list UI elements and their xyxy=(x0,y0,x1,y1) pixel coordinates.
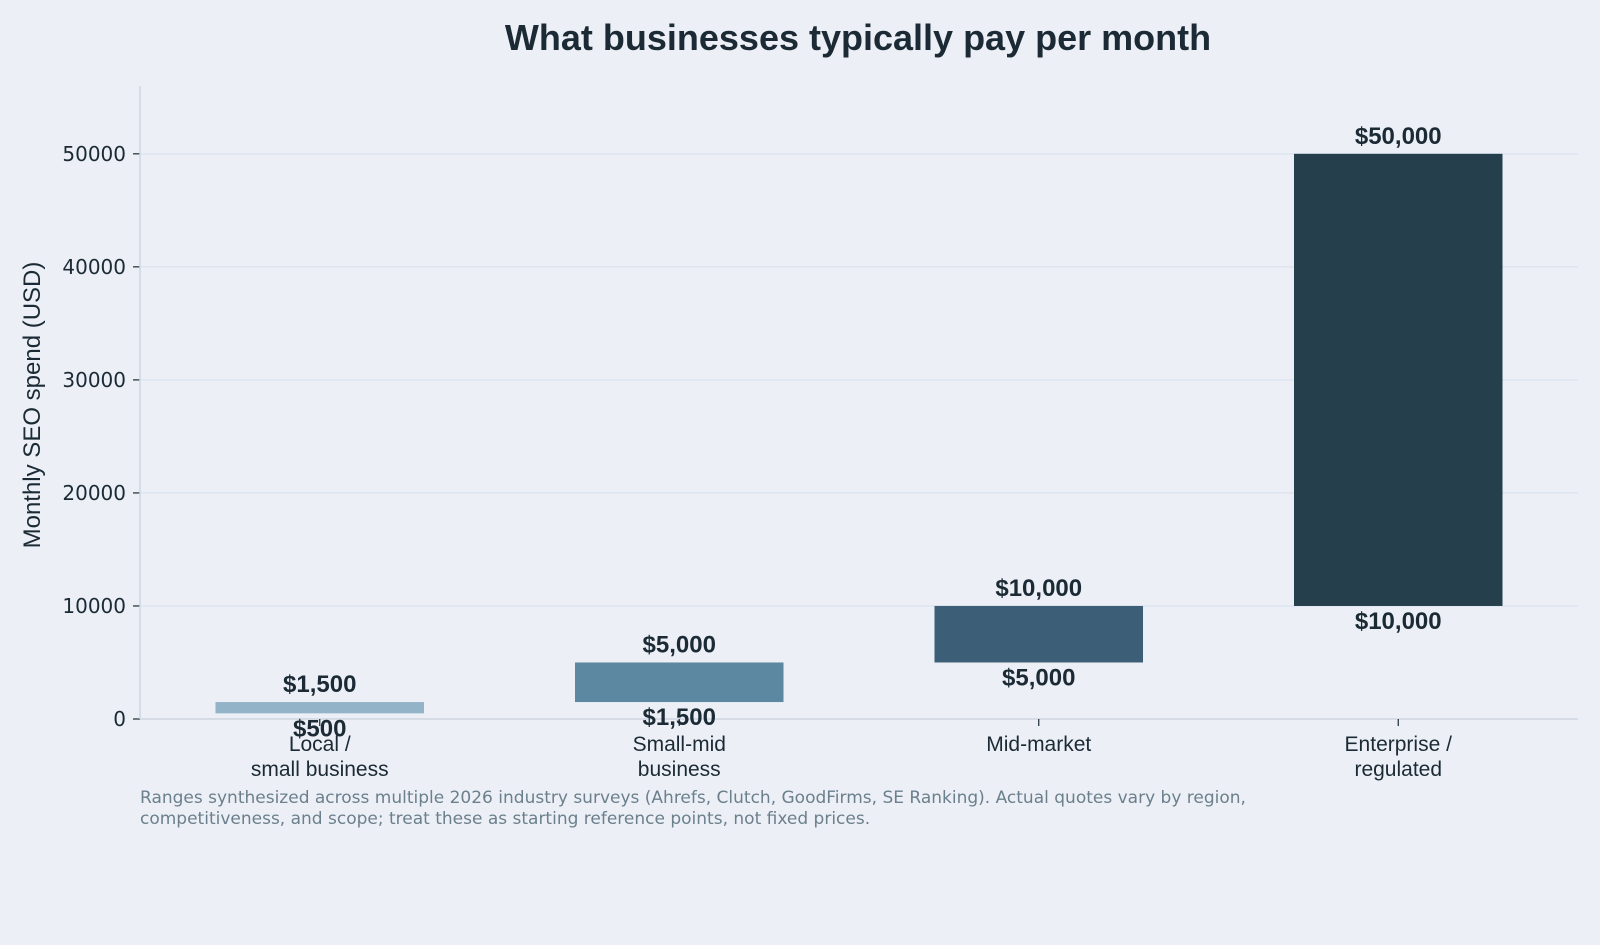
value-label-high: $1,500 xyxy=(283,671,356,698)
value-label-high: $50,000 xyxy=(1355,123,1442,150)
footnote: Ranges synthesized across multiple 2026 … xyxy=(140,788,1246,829)
y-axis-label: Monthly SEO spend (USD) xyxy=(19,262,46,549)
data-labels: $1,500 $500 $5,000 $1,500 $10,000 $5,000 $50,0… xyxy=(283,123,1442,743)
bars xyxy=(215,153,1503,714)
value-label-low: $10,000 xyxy=(1355,608,1442,635)
x-tick-label: Local / small business xyxy=(251,733,389,781)
value-label-high: $10,000 xyxy=(995,575,1082,602)
range-bar xyxy=(215,702,425,714)
y-tick-label: 0 xyxy=(113,707,126,731)
axes: 0 10000 20000 30000 40000 50000 Local / small b… xyxy=(62,86,1578,781)
y-tick-label: 50000 xyxy=(62,142,126,166)
value-label-high: $5,000 xyxy=(643,631,716,658)
x-tick-label: Small-mid business xyxy=(633,733,726,781)
y-tick-label: 20000 xyxy=(62,481,126,505)
value-label-low: $500 xyxy=(293,715,346,742)
y-tick-label: 10000 xyxy=(62,594,126,618)
value-label-low: $5,000 xyxy=(1002,664,1075,691)
y-tick-label: 30000 xyxy=(62,368,126,392)
chart-title: What businesses typically pay per month xyxy=(505,17,1211,58)
y-tick-label: 40000 xyxy=(62,255,126,279)
range-bar xyxy=(574,662,784,703)
x-tick-label: Mid-market xyxy=(986,733,1091,756)
range-bar xyxy=(1293,153,1503,606)
range-bar xyxy=(934,605,1144,663)
x-tick-label: Enterprise / regulated xyxy=(1345,733,1453,781)
value-label-low: $1,500 xyxy=(643,704,716,731)
